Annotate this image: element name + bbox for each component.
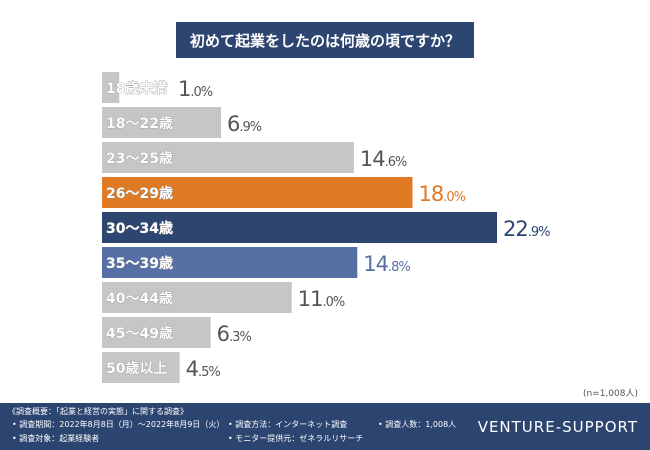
footer: 《調査概要：「起業と経営の実態」に関する調査》 • 調査期間：2022年8月8日… — [0, 403, 650, 450]
value-label: 6.3% — [217, 322, 252, 346]
bar — [102, 107, 222, 138]
survey-count: • 調査人数：1,008人 — [378, 420, 457, 429]
survey-summary: 《調査概要：「起業と経営の実態」に関する調査》 — [8, 407, 188, 416]
category-label: 26〜29歳 — [106, 185, 173, 202]
survey-provider: • モニター提供元：ゼネラルリサーチ — [228, 434, 364, 443]
value-label: 4.5% — [186, 357, 221, 381]
category-label: 35〜39歳 — [106, 255, 173, 272]
survey-method: • 調査方法：インターネット調査 — [228, 420, 348, 429]
value-label: 14.8% — [363, 252, 410, 276]
brand-logo: VENTURE-SUPPORT — [477, 418, 638, 436]
bar — [102, 317, 211, 348]
bar — [102, 247, 358, 278]
category-label: 45〜49歳 — [106, 325, 173, 342]
value-label: 11.0% — [298, 287, 345, 311]
category-label: 40〜44歳 — [106, 290, 173, 307]
bar-chart: 18歳未満 1.0% 18〜22歳 6.9% 23〜25歳 14.6% 26〜29歳 18.0… — [102, 72, 551, 383]
chart-title: 初めて起業をしたのは何歳の頃ですか？ — [176, 22, 474, 58]
category-label: 18歳未満 — [106, 80, 167, 97]
category-label: 18〜22歳 — [106, 115, 173, 132]
bar — [102, 212, 498, 243]
value-label: 14.6% — [360, 147, 407, 171]
value-label: 22.9% — [503, 217, 550, 241]
bar — [102, 177, 413, 208]
category-label: 23〜25歳 — [106, 150, 173, 167]
value-label: 18.0% — [419, 182, 466, 206]
sample-size-note: (n=1,008人) — [582, 389, 638, 399]
survey-period: • 調査期間：2022年8月8日（月）〜2022年8月9日（火） — [12, 420, 225, 429]
category-label: 30〜34歳 — [106, 220, 173, 237]
category-label: 50歳以上 — [106, 360, 167, 377]
bar — [102, 352, 180, 383]
bar — [102, 142, 354, 173]
value-label: 1.0% — [178, 77, 213, 101]
bar — [102, 72, 120, 103]
value-label: 6.9% — [227, 112, 262, 136]
survey-target: • 調査対象：起業経験者 — [12, 434, 100, 443]
bar — [102, 282, 292, 313]
